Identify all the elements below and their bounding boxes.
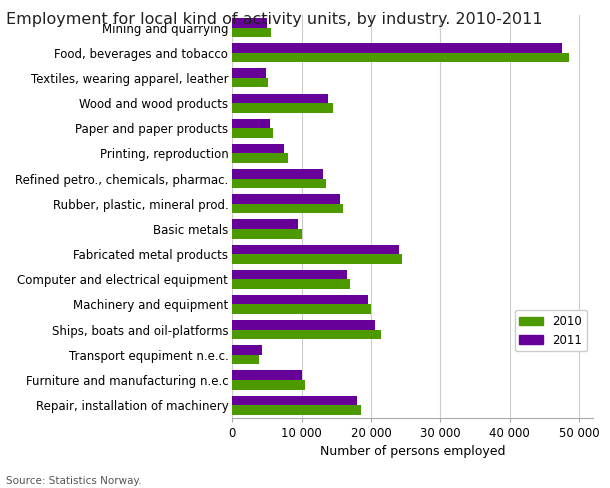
Bar: [232, 279, 350, 289]
Bar: [232, 295, 368, 305]
Bar: [232, 204, 343, 213]
Bar: [232, 396, 357, 405]
Bar: [232, 229, 302, 239]
Bar: [232, 370, 302, 380]
Bar: [232, 179, 326, 188]
Bar: [232, 194, 340, 204]
Bar: [232, 53, 569, 62]
Bar: [232, 144, 284, 153]
Bar: [232, 270, 347, 279]
Bar: [232, 18, 267, 28]
Bar: [232, 346, 262, 355]
Bar: [232, 320, 375, 330]
Bar: [232, 78, 268, 87]
Bar: [232, 128, 273, 138]
Bar: [232, 169, 323, 179]
Bar: [232, 380, 305, 389]
Bar: [232, 103, 333, 113]
X-axis label: Number of persons employed: Number of persons employed: [320, 446, 506, 458]
Legend: 2010, 2011: 2010, 2011: [515, 310, 587, 351]
Text: Employment for local kind of activity units, by industry. 2010-2011: Employment for local kind of activity un…: [6, 12, 543, 27]
Bar: [232, 28, 271, 37]
Bar: [232, 355, 259, 365]
Bar: [232, 220, 298, 229]
Bar: [232, 405, 361, 415]
Bar: [232, 68, 266, 78]
Bar: [232, 119, 270, 128]
Bar: [232, 330, 381, 339]
Bar: [232, 254, 402, 264]
Bar: [232, 244, 399, 254]
Bar: [232, 43, 562, 53]
Bar: [232, 153, 288, 163]
Bar: [232, 305, 371, 314]
Bar: [232, 94, 328, 103]
Text: Source: Statistics Norway.: Source: Statistics Norway.: [6, 476, 142, 486]
